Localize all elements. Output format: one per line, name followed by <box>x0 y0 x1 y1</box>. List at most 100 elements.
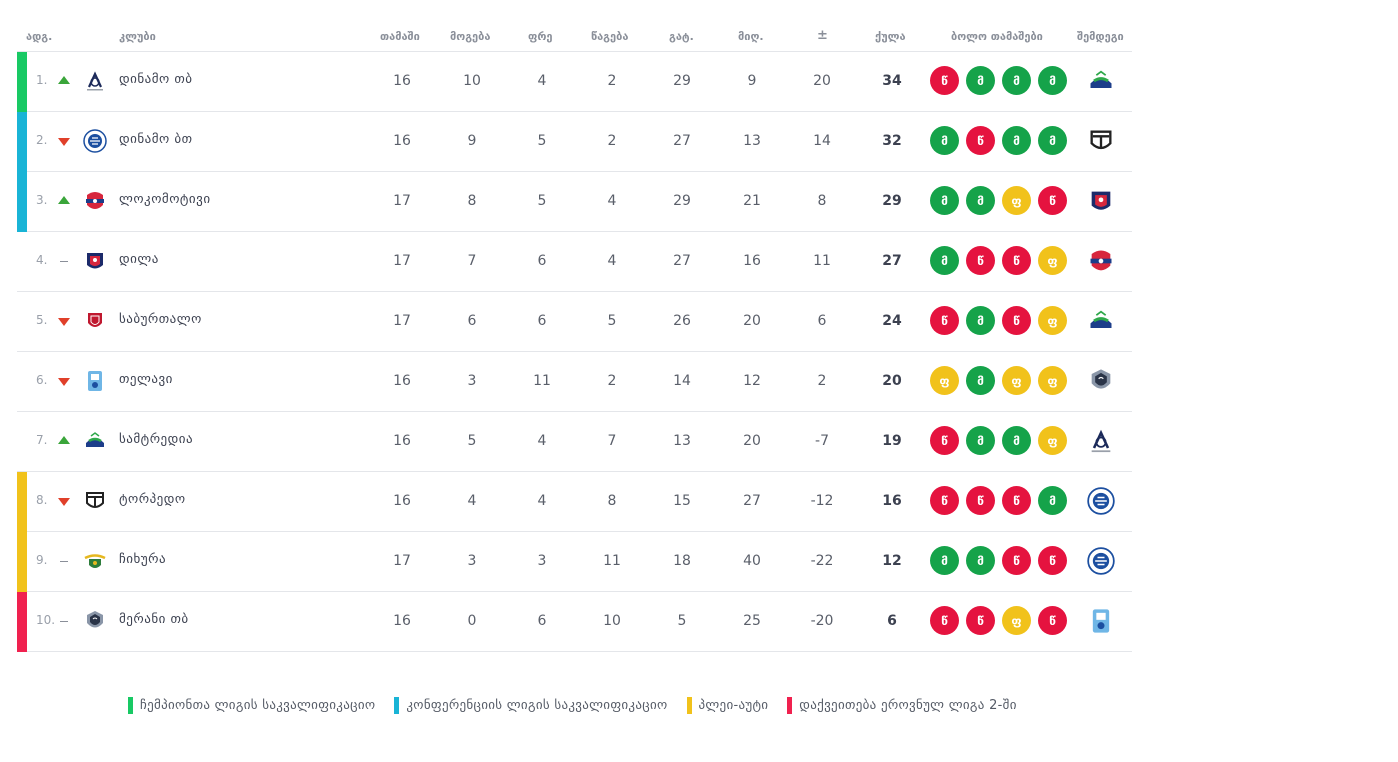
next-opponent-dinamo-batumi-logo[interactable] <box>1087 547 1115 575</box>
form-badge: წ <box>966 606 995 635</box>
chikhura-logo <box>83 549 107 573</box>
form-badge: წ <box>1002 486 1031 515</box>
telavi-logo <box>83 369 107 393</box>
draws-value: 6 <box>537 253 547 269</box>
position: 7. <box>36 433 48 447</box>
samtredia-logo <box>83 429 107 453</box>
form-badge: მ <box>966 306 995 335</box>
table-header: ადგ. კლუბი თამაში მოგება ფრე წაგება გატ.… <box>17 22 1132 52</box>
form-badge: ფ <box>1038 366 1067 395</box>
table-row[interactable]: 6. თელავი 16 3 11 2 14 12 2 20 ფ მ ფ ფ <box>17 352 1132 412</box>
header-points: ქულა <box>875 30 906 43</box>
club-name[interactable]: ტორპედო <box>119 492 186 507</box>
club-name[interactable]: მერანი თბ <box>119 612 189 627</box>
header-form: ბოლო თამაშები <box>951 30 1043 43</box>
club-name[interactable]: დინამო თბ <box>119 72 193 87</box>
dinamo-tbilisi-logo <box>83 69 107 93</box>
form-badge: მ <box>1002 66 1031 95</box>
losses-value: 4 <box>607 253 617 269</box>
gf-value: 14 <box>673 373 691 389</box>
played-value: 16 <box>393 373 411 389</box>
no-change-icon <box>58 256 70 266</box>
points-value: 34 <box>882 73 902 89</box>
played-value: 17 <box>393 313 411 329</box>
form-badge: წ <box>930 606 959 635</box>
dinamo-batumi-logo <box>83 129 107 153</box>
club-name[interactable]: ჩიხურა <box>119 552 167 567</box>
next-opponent-merani-logo[interactable] <box>1087 367 1115 395</box>
next-opponent-torpedo-logo[interactable] <box>1087 127 1115 155</box>
header-draws: ფრე <box>528 30 553 43</box>
club-name[interactable]: საბურთალო <box>119 312 202 327</box>
zone-indicator <box>17 472 27 532</box>
form-badge: წ <box>930 66 959 95</box>
table-row[interactable]: 10. მერანი თბ 16 0 6 10 5 25 -20 6 წ წ ფ წ <box>17 592 1132 652</box>
played-value: 17 <box>393 253 411 269</box>
torpedo-logo <box>83 489 107 513</box>
merani-logo <box>83 609 107 633</box>
table-row[interactable]: 4. დილა 17 7 6 4 27 16 11 27 მ წ წ ფ <box>17 232 1132 292</box>
form-badge: წ <box>1002 306 1031 335</box>
standings-table: ადგ. კლუბი თამაში მოგება ფრე წაგება გატ.… <box>17 22 1132 652</box>
header-pos: ადგ. <box>26 30 53 43</box>
header-ga: მიღ. <box>738 30 764 43</box>
next-opponent-dinamo-tbilisi-logo[interactable] <box>1087 427 1115 455</box>
form-badge: მ <box>930 246 959 275</box>
zone-indicator <box>17 172 27 232</box>
form-badge: ფ <box>1038 426 1067 455</box>
legend-item-relegation: დაქვეითება ეროვნულ ლიგა 2-ში <box>787 697 1016 714</box>
form-badge: მ <box>1038 486 1067 515</box>
next-opponent-samtredia-logo[interactable] <box>1087 307 1115 335</box>
gf-value: 18 <box>673 553 691 569</box>
header-next: შემდეგი <box>1077 30 1124 43</box>
legend-swatch <box>128 697 133 714</box>
arrow-up-icon <box>58 196 70 206</box>
losses-value: 11 <box>603 553 621 569</box>
table-row[interactable]: 2. დინამო ბთ 16 9 5 2 27 13 14 32 მ წ მ მ <box>17 112 1132 172</box>
club-name[interactable]: დილა <box>119 252 159 267</box>
club-name[interactable]: დინამო ბთ <box>119 132 193 147</box>
next-opponent-samtredia-logo[interactable] <box>1087 67 1115 95</box>
club-name[interactable]: სამტრედია <box>119 432 194 447</box>
played-value: 17 <box>393 553 411 569</box>
wins-value: 10 <box>463 73 481 89</box>
form-badge: მ <box>966 366 995 395</box>
gd-value: 20 <box>813 73 831 89</box>
header-played: თამაში <box>380 30 420 43</box>
wins-value: 4 <box>467 493 477 509</box>
club-name[interactable]: თელავი <box>119 372 173 387</box>
table-row[interactable]: 8. ტორპედო 16 4 4 8 15 27 -12 16 წ წ წ მ <box>17 472 1132 532</box>
gd-value: 8 <box>817 193 827 209</box>
form-badge: წ <box>1038 546 1067 575</box>
position: 10. <box>36 613 56 627</box>
next-opponent-telavi-logo[interactable] <box>1087 607 1115 635</box>
table-row[interactable]: 1. დინამო თბ 16 10 4 2 29 9 20 34 წ მ მ მ <box>17 52 1132 112</box>
dila-logo <box>83 249 107 273</box>
form-badge: ფ <box>930 366 959 395</box>
club-name[interactable]: ლოკომოტივი <box>119 192 211 207</box>
table-row[interactable]: 5. საბურთალო 17 6 6 5 26 20 6 24 წ მ წ ფ <box>17 292 1132 352</box>
next-opponent-dila-logo[interactable] <box>1087 187 1115 215</box>
wins-value: 6 <box>467 313 477 329</box>
position: 2. <box>36 133 48 147</box>
legend: ჩემპიონთა ლიგის საკვალიფიკაციო კონფერენცი… <box>128 697 1017 714</box>
arrow-down-icon <box>58 136 70 146</box>
table-row[interactable]: 3. ლოკომოტივი 17 8 5 4 29 21 8 29 მ მ ფ წ <box>17 172 1132 232</box>
arrow-down-icon <box>58 316 70 326</box>
header-gd: ± <box>817 28 828 43</box>
table-row[interactable]: 7. სამტრედია 16 5 4 7 13 20 -7 19 წ მ მ ფ <box>17 412 1132 472</box>
next-opponent-dinamo-batumi-logo[interactable] <box>1087 487 1115 515</box>
ga-value: 9 <box>747 73 757 89</box>
header-club: კლუბი <box>119 30 156 43</box>
table-row[interactable]: 9. ჩიხურა 17 3 3 11 18 40 -22 12 მ მ წ წ <box>17 532 1132 592</box>
form-badge: წ <box>966 246 995 275</box>
gd-value: -12 <box>810 493 834 509</box>
next-opponent-lokomotivi-logo[interactable] <box>1087 247 1115 275</box>
form-badge: წ <box>1002 246 1031 275</box>
losses-value: 10 <box>603 613 621 629</box>
legend-label: კონფერენციის ლიგის საკვალიფიკაციო <box>406 698 668 713</box>
arrow-up-icon <box>58 436 70 446</box>
